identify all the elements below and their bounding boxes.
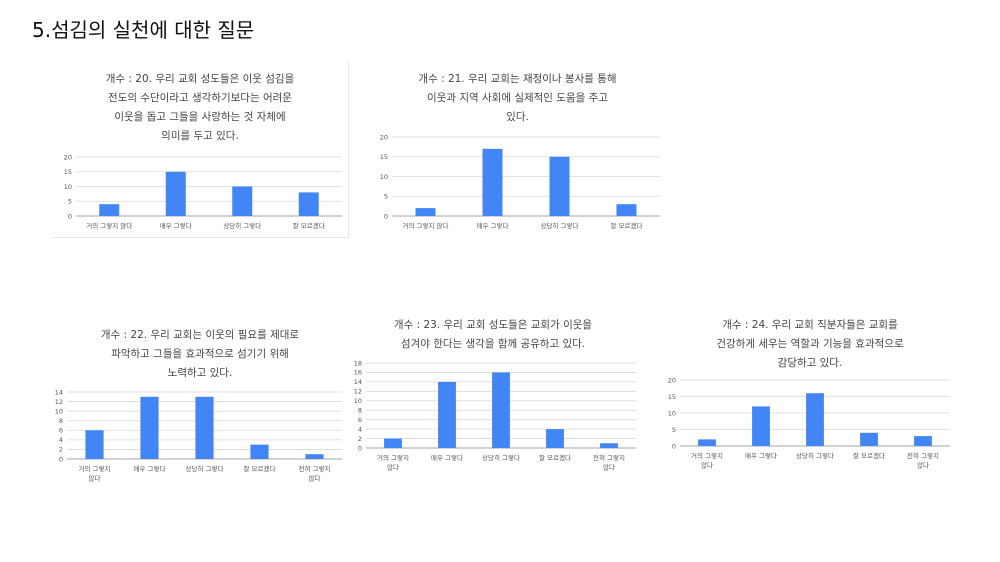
chart-q22: 개수 : 22. 우리 교회는 이웃의 필요를 제대로 파악하고 그들을 효과적… — [52, 318, 348, 498]
category-label: 상당히 그렇다 — [541, 221, 579, 230]
category-label: 매우 그렇다 — [745, 451, 777, 460]
bar — [549, 156, 570, 216]
bar — [165, 171, 186, 216]
category-label: 거의 그렇지 않다 — [79, 464, 111, 483]
bar — [914, 436, 932, 446]
category-label: 매우 그렇다 — [477, 221, 509, 230]
category-label: 상당히 그렇다 — [796, 451, 834, 460]
y-tick-label: 10 — [668, 409, 676, 417]
y-tick-label: 0 — [358, 444, 362, 452]
y-tick-label: 8 — [59, 417, 63, 425]
y-tick-label: 2 — [59, 446, 63, 454]
bar — [806, 393, 824, 446]
page-title: 5.섬김의 실천에 대한 질문 — [32, 18, 255, 42]
chart-title: 개수 : 20. 우리 교회 성도들은 이웃 섬김을 전도의 수단이라고 생각하… — [105, 73, 295, 142]
bar — [752, 406, 770, 446]
y-tick-label: 5 — [384, 193, 388, 201]
category-label: 상당히 그렇다 — [482, 453, 520, 462]
y-tick-label: 8 — [358, 407, 362, 415]
category-label: 잘 모르겠다 — [611, 221, 643, 230]
y-tick-label: 6 — [358, 416, 362, 424]
y-tick-label: 20 — [380, 133, 388, 141]
bar — [250, 444, 269, 459]
bar — [384, 438, 402, 448]
chart-plot: 0 5 10 15 20 거의 그렇지 않다 매우 그렇다 상당히 그렇다 잘 모르겠다 — [380, 133, 660, 230]
y-tick-label: 20 — [668, 376, 676, 384]
y-tick-label: 5 — [68, 198, 72, 206]
chart-q23: 개수 : 23. 우리 교회 성도들은 교회가 이웃을 섬겨야 한다는 생각을 … — [348, 308, 638, 493]
chart-plot: 0 5 10 15 20 거의 그렇지 않다 매우 그렇다 상당히 그렇다 잘 모르겠다 — [64, 153, 342, 230]
bar — [438, 381, 456, 448]
bar — [492, 372, 510, 448]
chart-q21: 개수 : 21. 우리 교회는 재정이나 봉사를 통해 이웃과 지역 사회에 실… — [370, 62, 665, 242]
chart-title: 개수 : 24. 우리 교회 직분자들은 교회를 건강하게 세우는 역할과 기능… — [716, 319, 904, 369]
category-label: 매우 그렇다 — [160, 221, 192, 230]
category-label: 매우 그렇다 — [134, 464, 166, 473]
category-label: 거의 그렇지 않다 — [403, 221, 449, 230]
category-label: 잘 모르겠다 — [293, 221, 325, 230]
y-tick-label: 10 — [354, 397, 362, 405]
bar — [85, 430, 104, 459]
y-tick-label: 10 — [55, 407, 63, 415]
bar — [415, 208, 436, 216]
bar — [305, 454, 324, 459]
chart-plot: 0 5 10 15 20 거의 그렇지 않다 매우 그렇다 상당히 그렇다 잘 모르겠다 전혀 그렇… — [668, 376, 950, 470]
y-tick-label: 14 — [55, 388, 63, 396]
category-label: 잘 모르겠다 — [539, 453, 571, 462]
y-tick-label: 16 — [354, 369, 362, 377]
bar — [860, 432, 878, 446]
category-label: 상당히 그렇다 — [223, 221, 261, 230]
y-tick-label: 14 — [354, 378, 362, 386]
y-tick-label: 10 — [380, 173, 388, 181]
y-tick-label: 12 — [354, 388, 362, 396]
category-label: 전혀 그렇지 않다 — [593, 453, 625, 472]
category-label: 상당히 그렇다 — [186, 464, 224, 473]
y-tick-label: 12 — [55, 398, 63, 406]
bar — [616, 204, 637, 216]
category-label: 매우 그렇다 — [431, 453, 463, 462]
category-label: 전혀 그렇지 않다 — [299, 464, 331, 483]
bar — [546, 429, 564, 448]
y-tick-label: 4 — [59, 436, 63, 444]
bar — [698, 439, 716, 446]
bar — [298, 192, 319, 216]
chart-q20: 개수 : 20. 우리 교회 성도들은 이웃 섬김을 전도의 수단이라고 생각하… — [52, 62, 349, 238]
category-label: 잘 모르겠다 — [853, 451, 885, 460]
y-tick-label: 6 — [59, 427, 63, 435]
bar — [232, 186, 253, 216]
y-tick-label: 20 — [64, 153, 72, 161]
y-tick-label: 0 — [384, 212, 388, 220]
category-label: 잘 모르겠다 — [244, 464, 276, 473]
category-label: 전혀 그렇지 않다 — [907, 451, 939, 470]
category-label: 거의 그렇지 않다 — [691, 451, 723, 470]
y-tick-label: 4 — [358, 425, 362, 433]
bar — [600, 443, 618, 448]
bar — [195, 396, 214, 459]
y-tick-label: 15 — [668, 393, 676, 401]
chart-title: 개수 : 22. 우리 교회는 이웃의 필요를 제대로 파악하고 그들을 효과적… — [100, 329, 300, 379]
y-tick-label: 0 — [59, 455, 63, 463]
chart-title: 개수 : 23. 우리 교회 성도들은 교회가 이웃을 섬겨야 한다는 생각을 … — [393, 319, 593, 350]
y-tick-label: 15 — [64, 168, 72, 176]
category-label: 거의 그렇지 않다 — [377, 453, 409, 472]
chart-title: 개수 : 21. 우리 교회는 재정이나 봉사를 통해 이웃과 지역 사회에 실… — [418, 73, 617, 123]
chart-q24: 개수 : 24. 우리 교회 직분자들은 교회를 건강하게 세우는 역할과 기능… — [660, 308, 960, 493]
bar — [482, 148, 503, 216]
y-tick-label: 2 — [358, 435, 362, 443]
y-tick-label: 0 — [68, 212, 72, 220]
bar — [99, 204, 120, 216]
y-tick-label: 15 — [380, 153, 388, 161]
y-tick-label: 18 — [354, 359, 362, 367]
y-tick-label: 10 — [64, 183, 72, 191]
y-tick-label: 5 — [672, 426, 676, 434]
category-label: 거의 그렇지 않다 — [86, 221, 132, 230]
y-tick-label: 0 — [672, 442, 676, 450]
bar — [140, 396, 159, 459]
